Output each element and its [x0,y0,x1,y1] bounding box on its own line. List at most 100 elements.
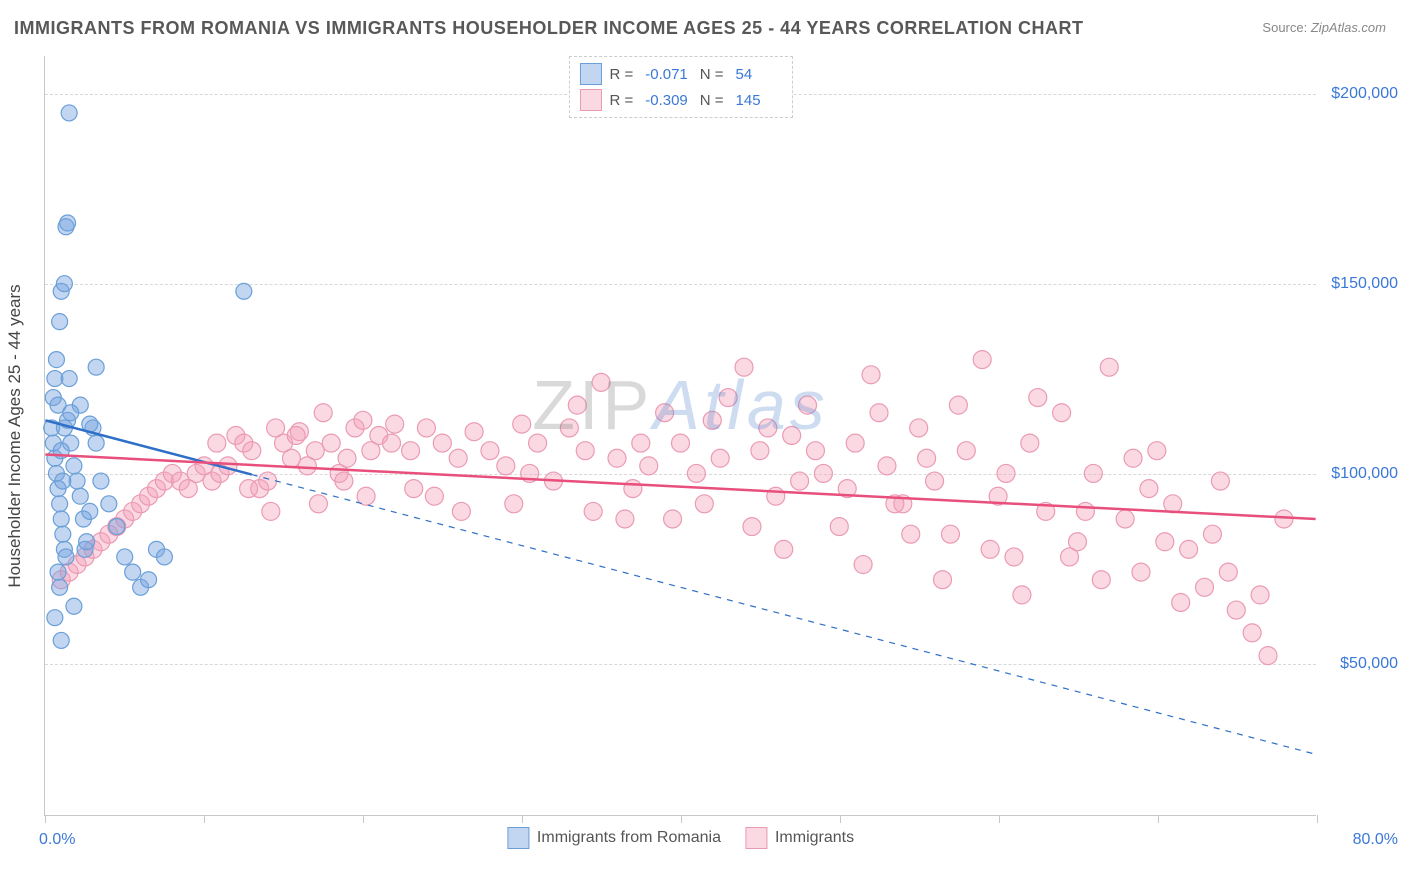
scatter-point [814,464,832,482]
scatter-point [1148,442,1166,460]
scatter-point [854,556,872,574]
scatter-point [862,366,880,384]
scatter-point [52,579,68,595]
scatter-point [156,549,172,565]
source-value: ZipAtlas.com [1311,20,1386,35]
scatter-point [1005,548,1023,566]
scatter-point [751,442,769,460]
scatter-point [309,495,327,513]
scatter-point [568,396,586,414]
scatter-point [806,442,824,460]
legend-label-immigrants: Immigrants [775,829,854,847]
scatter-point [1021,434,1039,452]
scatter-point [1164,495,1182,513]
n-value-immigrants: 145 [732,92,782,109]
scatter-point [560,419,578,437]
scatter-point [354,411,372,429]
scatter-point [846,434,864,452]
legend-item-immigrants: Immigrants [745,827,854,849]
scatter-point [934,571,952,589]
x-tick [1317,815,1318,823]
scatter-point [109,519,125,535]
r-label: R = [609,66,633,83]
scatter-point [1076,502,1094,520]
x-tick [45,815,46,823]
x-tick [363,815,364,823]
scatter-point [1180,540,1198,558]
scatter-point [481,442,499,460]
scatter-point [1053,404,1071,422]
legend-label-romania: Immigrants from Romania [537,829,721,847]
y-tick-label: $150,000 [1331,275,1398,293]
scatter-point [529,434,547,452]
scatter-point [1124,449,1142,467]
x-tick [840,815,841,823]
scatter-point [1227,601,1245,619]
n-value-romania: 54 [732,66,782,83]
scatter-point [1140,480,1158,498]
scatter-point [125,564,141,580]
scatter-point [117,549,133,565]
scatter-point [306,442,324,460]
scatter-point [1061,548,1079,566]
legend-row-romania: R = -0.071 N = 54 [579,61,781,87]
scatter-point [513,415,531,433]
chart-area: Householder Income Ages 25 - 44 years $5… [44,56,1316,816]
x-tick [522,815,523,823]
x-axis-min-label: 0.0% [39,831,75,849]
scatter-point [1219,563,1237,581]
scatter-point [949,396,967,414]
scatter-point [1092,571,1110,589]
scatter-point [791,472,809,490]
scatter-point [505,495,523,513]
scatter-point [465,423,483,441]
scatter-point [719,389,737,407]
scatter-point [208,434,226,452]
scatter-point [640,457,658,475]
scatter-point [72,488,88,504]
scatter-point [47,610,63,626]
legend-swatch-romania [579,63,601,85]
chart-title: IMMIGRANTS FROM ROMANIA VS IMMIGRANTS HO… [14,18,1084,39]
scatter-point [69,473,85,489]
scatter-point [405,480,423,498]
scatter-point [918,449,936,467]
scatter-point [55,526,71,542]
scatter-point [672,434,690,452]
scatter-point [240,480,258,498]
scatter-point [1116,510,1134,528]
source-attribution: Source: ZipAtlas.com [1262,20,1386,35]
scatter-point [910,419,928,437]
source-label: Source: [1262,20,1307,35]
scatter-point [576,442,594,460]
scatter-point [902,525,920,543]
scatter-point [66,458,82,474]
scatter-point [79,534,95,550]
scatter-point [52,314,68,330]
scatter-point [386,415,404,433]
scatter-point [584,502,602,520]
scatter-point [664,510,682,528]
scatter-point [287,427,305,445]
scatter-point [259,472,277,490]
scatter-point [878,457,896,475]
scatter-point [262,502,280,520]
scatter-point [55,473,71,489]
scatter-point [1132,563,1150,581]
scatter-point [335,472,353,490]
scatter-plot-svg [45,56,1316,815]
scatter-point [616,510,634,528]
scatter-point [50,564,66,580]
correlation-legend: R = -0.071 N = 54 R = -0.309 N = 145 [568,56,792,118]
scatter-point [870,404,888,422]
scatter-point [88,435,104,451]
scatter-point [243,442,261,460]
scatter-point [61,371,77,387]
scatter-point [592,373,610,391]
scatter-point [695,495,713,513]
scatter-point [997,464,1015,482]
scatter-point [703,411,721,429]
x-axis-max-label: 80.0% [1353,831,1398,849]
scatter-point [82,503,98,519]
n-label: N = [700,66,724,83]
